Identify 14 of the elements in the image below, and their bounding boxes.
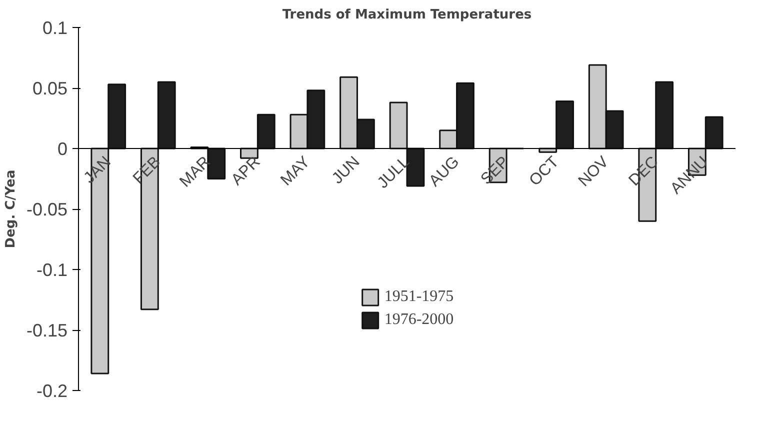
chart-title: Trends of Maximum Temperatures (282, 8, 532, 22)
legend-label: 1951-1975 (384, 288, 454, 306)
y-tick-label: 0 (57, 139, 68, 159)
y-axis-title: Deg. C/Yea (3, 170, 18, 248)
y-tick-label: -0.2 (36, 381, 68, 401)
y-tick-label: -0.05 (26, 200, 68, 220)
x-tick-label: SEP (478, 153, 513, 188)
x-tick-label: JAN (80, 153, 114, 187)
legend-label: 1976-2000 (384, 311, 454, 329)
y-tick-label: -0.15 (26, 320, 68, 340)
y-tick-label: 0.1 (42, 18, 68, 38)
y-tick-label: -0.1 (36, 260, 68, 280)
y-tick-label: 0.05 (32, 78, 68, 98)
x-tick-label: FEB (130, 153, 164, 188)
